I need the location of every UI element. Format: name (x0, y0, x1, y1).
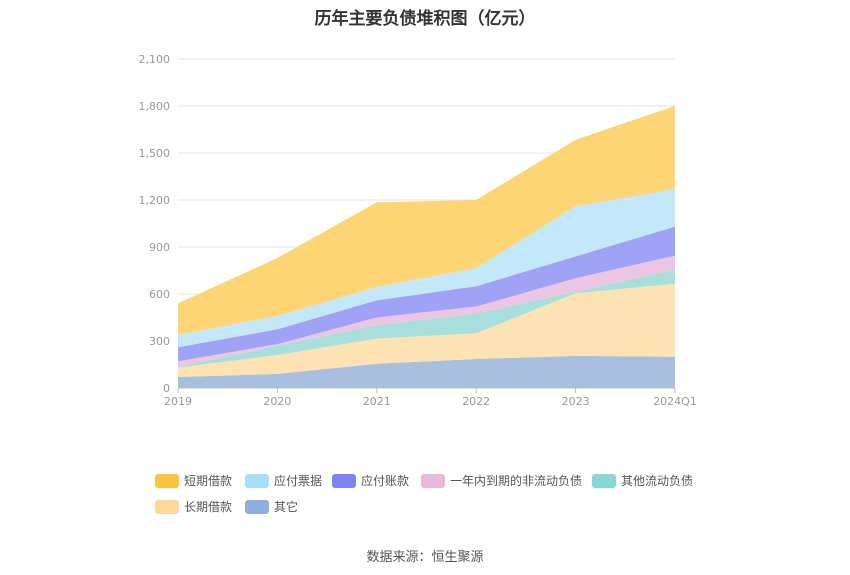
legend-label: 其他流动负债 (621, 474, 694, 488)
legend-item[interactable]: 长期借款 (155, 498, 232, 515)
area-series-7 (178, 106, 675, 335)
y-tick-label: 1,200 (139, 194, 171, 207)
area-series-4 (178, 255, 675, 367)
legend-item[interactable]: 其它 (245, 498, 298, 515)
legend-swatch (155, 499, 179, 514)
legend-swatch (245, 473, 269, 488)
legend-swatch (245, 499, 269, 514)
area-series-1 (178, 355, 675, 388)
legend-item[interactable]: 短期借款 (155, 472, 232, 489)
y-tick-label: 1,800 (139, 100, 171, 113)
area-series-6 (178, 189, 675, 348)
legend-label: 应付账款 (361, 474, 410, 488)
legend-item[interactable]: 一年内到期的非流动负债 (421, 472, 582, 489)
x-tick-label: 2024Q1 (653, 395, 697, 408)
x-tick-label: 2022 (462, 395, 490, 408)
x-tick-label: 2020 (263, 395, 291, 408)
area-series-3 (178, 269, 675, 368)
legend-label: 短期借款 (184, 474, 233, 488)
x-tick-label: 2023 (562, 395, 590, 408)
x-tick-label: 2021 (363, 395, 391, 408)
x-tick-label: 2019 (164, 395, 192, 408)
legend-swatch (421, 473, 445, 488)
legend-label: 长期借款 (184, 500, 233, 514)
y-tick-label: 1,500 (139, 147, 171, 160)
legend-swatch (155, 473, 179, 488)
chart-title: 历年主要负债堆积图（亿元） (314, 9, 536, 29)
y-tick-label: 300 (149, 335, 170, 348)
area-series-2 (178, 283, 675, 377)
y-tick-label: 2,100 (139, 53, 171, 66)
legend-item[interactable]: 应付账款 (332, 472, 409, 489)
data-source: 数据来源：恒生聚源 (366, 550, 484, 565)
legend-item[interactable]: 应付票据 (245, 472, 322, 489)
legend-label: 其它 (274, 500, 299, 514)
legend-swatch (332, 473, 356, 488)
stacked-area-chart: 0 300 600 900 1,200 1,500 1,800 2,100 2019 2020 20… (139, 53, 697, 408)
legend-label: 一年内到期的非流动负债 (450, 474, 583, 488)
y-tick-label: 900 (149, 241, 170, 254)
legend-item[interactable]: 其他流动负债 (592, 472, 693, 489)
y-tick-label: 0 (163, 382, 170, 395)
y-tick-label: 600 (149, 288, 170, 301)
legend-swatch (592, 473, 616, 488)
legend-label: 应付票据 (274, 474, 323, 488)
area-series-5 (178, 226, 675, 362)
